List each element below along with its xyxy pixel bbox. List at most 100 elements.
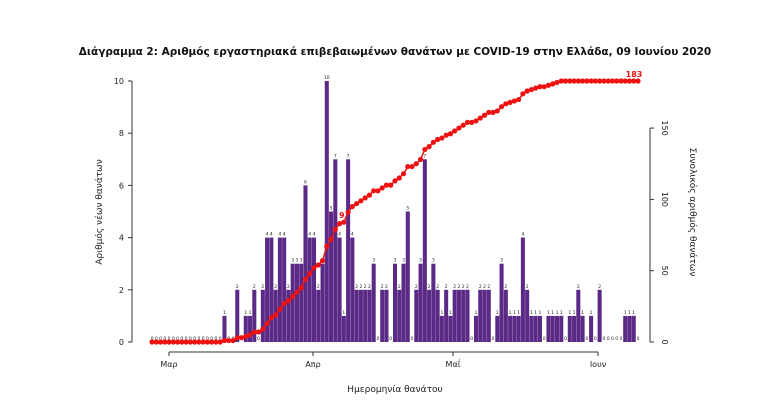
cumulative-point bbox=[452, 128, 458, 134]
bar-value-label: 1 bbox=[539, 310, 542, 316]
bar bbox=[401, 263, 406, 342]
bar bbox=[576, 289, 581, 342]
bar bbox=[299, 263, 304, 342]
bar-value-label: 2 bbox=[526, 284, 529, 290]
cumulative-point bbox=[528, 86, 535, 93]
cumulative-point bbox=[187, 339, 193, 345]
bar bbox=[282, 237, 287, 342]
cumulative-point bbox=[545, 82, 552, 88]
bar bbox=[311, 237, 317, 342]
bar-value-label: 1 bbox=[534, 310, 537, 316]
cumulative-point bbox=[439, 135, 445, 141]
cumulative-point bbox=[592, 78, 598, 84]
bar-value-label: 2 bbox=[479, 284, 482, 290]
bar bbox=[341, 315, 346, 342]
bar-value-label: 1 bbox=[628, 310, 631, 316]
x-axis: Μαρ Απρ Μαΐ Ιουν bbox=[160, 351, 607, 369]
bar-value-label: 2 bbox=[428, 284, 431, 290]
bar-value-label: 1 bbox=[632, 310, 635, 316]
bar bbox=[371, 263, 376, 342]
bar bbox=[392, 263, 398, 342]
cumulative-point bbox=[405, 163, 411, 170]
bar-value-label: 0 bbox=[219, 336, 222, 342]
cumulative-point bbox=[435, 136, 441, 143]
bar-value-label: 3 bbox=[372, 258, 375, 264]
bar-value-label: 1 bbox=[573, 310, 576, 316]
bar-value-label: 0 bbox=[155, 336, 158, 342]
bar bbox=[461, 289, 466, 342]
bar-value-label: 0 bbox=[594, 336, 597, 342]
cumulative-point bbox=[426, 144, 432, 150]
y2-tick-label: 0 bbox=[660, 339, 669, 344]
bar bbox=[567, 315, 572, 342]
cumulative-point bbox=[422, 146, 428, 153]
cumulative-point bbox=[516, 96, 522, 103]
cumulative-point bbox=[635, 78, 641, 84]
bar-value-label: 2 bbox=[274, 284, 277, 290]
bar bbox=[516, 315, 521, 342]
cumulative-point bbox=[524, 88, 530, 94]
bar-value-label: 1 bbox=[513, 310, 516, 316]
bar-value-label: 1 bbox=[342, 310, 345, 316]
chart-title: Διάγραμμα 2: Αριθμός εργαστηριακά επιβεβ… bbox=[79, 46, 711, 58]
bar bbox=[495, 315, 500, 342]
bar-value-label: 1 bbox=[440, 310, 443, 316]
bar bbox=[525, 289, 530, 342]
bar-value-label: 0 bbox=[172, 336, 175, 342]
bar-value-label: 2 bbox=[317, 284, 320, 290]
cumulative-point bbox=[255, 329, 262, 335]
bar bbox=[316, 289, 321, 342]
cumulative-point bbox=[268, 315, 274, 321]
bar-value-label: 1 bbox=[249, 310, 252, 316]
cumulative-point bbox=[238, 335, 245, 341]
cumulative-point bbox=[336, 221, 343, 227]
bar bbox=[546, 315, 551, 342]
bar bbox=[627, 315, 632, 342]
cumulative-point bbox=[626, 78, 633, 84]
bar bbox=[422, 159, 427, 342]
cumulative-point bbox=[315, 262, 321, 268]
bar-value-label: 1 bbox=[496, 310, 499, 316]
cumulative-point bbox=[477, 115, 483, 121]
cumulative-point bbox=[614, 78, 620, 84]
bar bbox=[448, 315, 453, 342]
cumulative-point bbox=[209, 339, 215, 345]
cumulative-point bbox=[541, 84, 547, 90]
bar bbox=[277, 237, 282, 342]
cumulative-point bbox=[562, 78, 569, 84]
cumulative-point bbox=[200, 339, 206, 345]
bar bbox=[405, 211, 410, 342]
cumulative-point bbox=[622, 78, 628, 84]
bar-value-label: 2 bbox=[577, 284, 580, 290]
cumulative-point bbox=[358, 198, 364, 204]
bar-value-label: 3 bbox=[432, 258, 435, 264]
bar-value-label: 0 bbox=[611, 336, 614, 342]
bar-value-label: 0 bbox=[389, 336, 392, 342]
cumulative-point bbox=[204, 339, 211, 345]
bar bbox=[367, 289, 372, 342]
bar bbox=[473, 315, 479, 342]
cumulative-point bbox=[157, 339, 164, 345]
cumulative-point bbox=[460, 122, 466, 128]
bar-value-label: 0 bbox=[202, 336, 205, 342]
bar bbox=[482, 289, 487, 342]
cumulative-point bbox=[567, 78, 573, 84]
cumulative-point bbox=[328, 236, 334, 242]
bar-value-label: 0 bbox=[163, 336, 166, 342]
cumulative-point bbox=[230, 337, 236, 344]
y2-tick-label: 100 bbox=[660, 192, 669, 207]
x-tick-label: Απρ bbox=[305, 360, 320, 369]
bar bbox=[456, 289, 461, 342]
cumulative-point bbox=[400, 171, 407, 177]
bar bbox=[286, 289, 291, 342]
cumulative-point bbox=[464, 119, 471, 125]
cumulative-point bbox=[170, 339, 176, 345]
bar-value-label: 1 bbox=[590, 310, 593, 316]
bar bbox=[303, 185, 308, 342]
cumulative-point bbox=[430, 139, 436, 145]
bar bbox=[427, 289, 432, 342]
bar-value-label: 0 bbox=[411, 336, 414, 342]
bar-value-label: 0 bbox=[210, 336, 213, 342]
bar-value-label: 3 bbox=[402, 258, 405, 264]
bar-value-label: 0 bbox=[206, 336, 209, 342]
